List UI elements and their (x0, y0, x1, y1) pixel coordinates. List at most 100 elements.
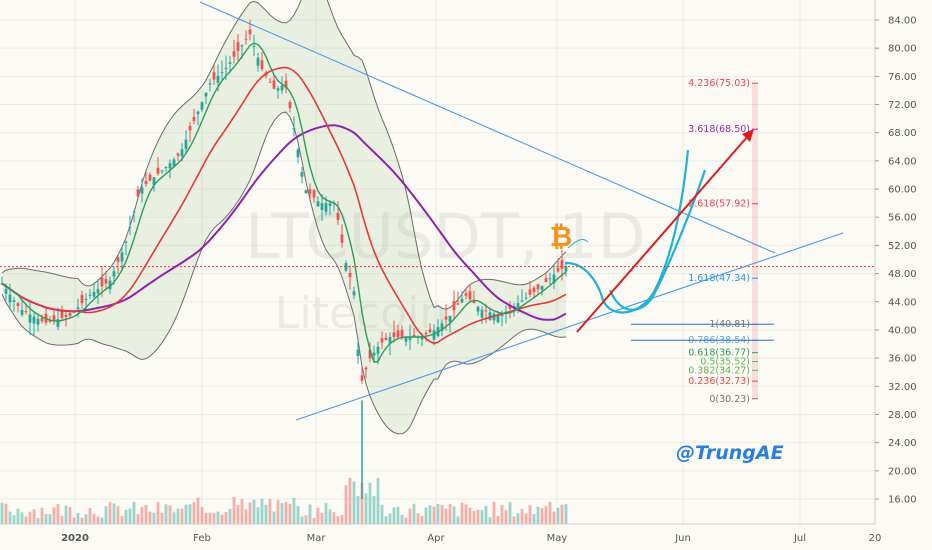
volume-bar (12, 515, 16, 524)
candle-body (268, 81, 272, 83)
candle-body (448, 315, 452, 322)
candle-body (32, 316, 36, 324)
volume-bar (16, 508, 20, 524)
candle-body (128, 226, 132, 228)
candle-body (428, 329, 432, 333)
price-tick-label: 68.00 (888, 128, 917, 139)
volume-bar (432, 506, 436, 524)
volume-bar (104, 506, 108, 524)
time-tick-label: May (547, 533, 568, 544)
volume-bar (172, 512, 176, 524)
volume-bar (268, 499, 272, 524)
candle-body (20, 309, 24, 315)
volume-bar (92, 513, 96, 524)
candle-body (56, 319, 60, 327)
candle-body (120, 252, 124, 262)
volume-bar (356, 496, 360, 524)
bollinger-bands (1, 0, 567, 435)
volume-bar (460, 502, 464, 524)
volume-bar (296, 506, 300, 524)
fib-level-label: 0.5(35.52) (700, 356, 750, 367)
fib-level-label: 1.618(47.34) (688, 273, 750, 284)
candle-body (196, 111, 200, 115)
fib-level-label: 0.618(36.77) (688, 348, 750, 359)
candle-body (364, 367, 368, 370)
candle-body (232, 51, 236, 57)
candle-body (36, 318, 40, 325)
volume-bar (152, 512, 156, 524)
candle-body (324, 203, 328, 212)
volume-bar (252, 499, 256, 524)
candle-body (136, 189, 140, 197)
time-axis-bg (0, 524, 932, 550)
bitcoin-logo: ₿ (550, 220, 573, 253)
volume-bar (64, 505, 68, 524)
price-tick-label: 20.00 (888, 466, 917, 477)
candle-body (92, 291, 96, 297)
candle-body (280, 85, 284, 91)
candle-body (464, 293, 468, 296)
candle-body (452, 301, 456, 311)
volume-bar (480, 510, 484, 524)
volume-bar (292, 497, 296, 524)
volume-bar (52, 507, 56, 524)
grid (0, 0, 875, 524)
candle-body (476, 306, 480, 312)
candle-body (204, 92, 208, 97)
candle-body (60, 311, 64, 319)
time-tick-label: 20 (869, 533, 882, 544)
candle-body (212, 72, 216, 80)
volume-bar (112, 503, 116, 524)
volume-bar (508, 502, 512, 524)
candle-body (108, 280, 112, 290)
price-tick-label: 28.00 (888, 410, 917, 421)
candle-body (164, 166, 168, 168)
candle-body (456, 303, 460, 305)
volume-bar (260, 498, 264, 524)
volume-bar (8, 511, 12, 524)
volume-bar (180, 508, 184, 524)
ma-slow-line (1, 66, 567, 345)
volume-bar (256, 507, 260, 524)
volume-bar (68, 507, 72, 524)
fib-level-label: 0.382(34.27) (688, 365, 750, 376)
candle-body (420, 336, 424, 340)
candle-body (424, 332, 428, 335)
candle-body (500, 314, 504, 317)
volume-bar (164, 504, 168, 524)
fib-extension: 4.236(75.03) 3.618(68.50) 2.618(57.92) 1.61… (631, 78, 774, 405)
candle-body (336, 212, 340, 221)
volume-bar (440, 504, 444, 524)
volume-bar (408, 508, 412, 524)
candle-body (292, 127, 296, 130)
candle-body (272, 80, 276, 89)
volume-bar (288, 503, 292, 524)
volume-bar (340, 515, 344, 524)
candle-body (104, 278, 108, 284)
candle-body (188, 125, 192, 131)
candle-body (304, 189, 308, 194)
volume-bar (0, 503, 4, 524)
price-tick-label: 56.00 (888, 213, 917, 224)
candle-body (100, 277, 104, 287)
volume-bar (280, 502, 284, 524)
bollinger-fill (2, 0, 566, 434)
volume-bar (544, 505, 548, 524)
candle-body (400, 329, 404, 337)
volume-bar (308, 504, 312, 524)
volume-bar (272, 511, 276, 524)
volume-bar (484, 505, 488, 524)
price-tick-label: 48.00 (888, 269, 917, 280)
volume-bar (116, 506, 120, 524)
time-tick-label: Feb (193, 533, 211, 544)
time-axis[interactable]: 2020 Feb Mar Apr May Jun Jul 20 (0, 523, 932, 550)
candle-body (140, 187, 144, 194)
candle-body (440, 323, 444, 331)
price-axis[interactable]: 84.00 80.00 76.00 72.00 68.00 64.00 60.00 56.00… (874, 0, 932, 524)
volume-bar (312, 517, 316, 524)
volume-bar (512, 516, 516, 524)
price-tick-label: 76.00 (888, 72, 917, 83)
candle-body (28, 314, 32, 323)
volume-bar (504, 510, 508, 524)
price-tick-label: 36.00 (888, 354, 917, 365)
